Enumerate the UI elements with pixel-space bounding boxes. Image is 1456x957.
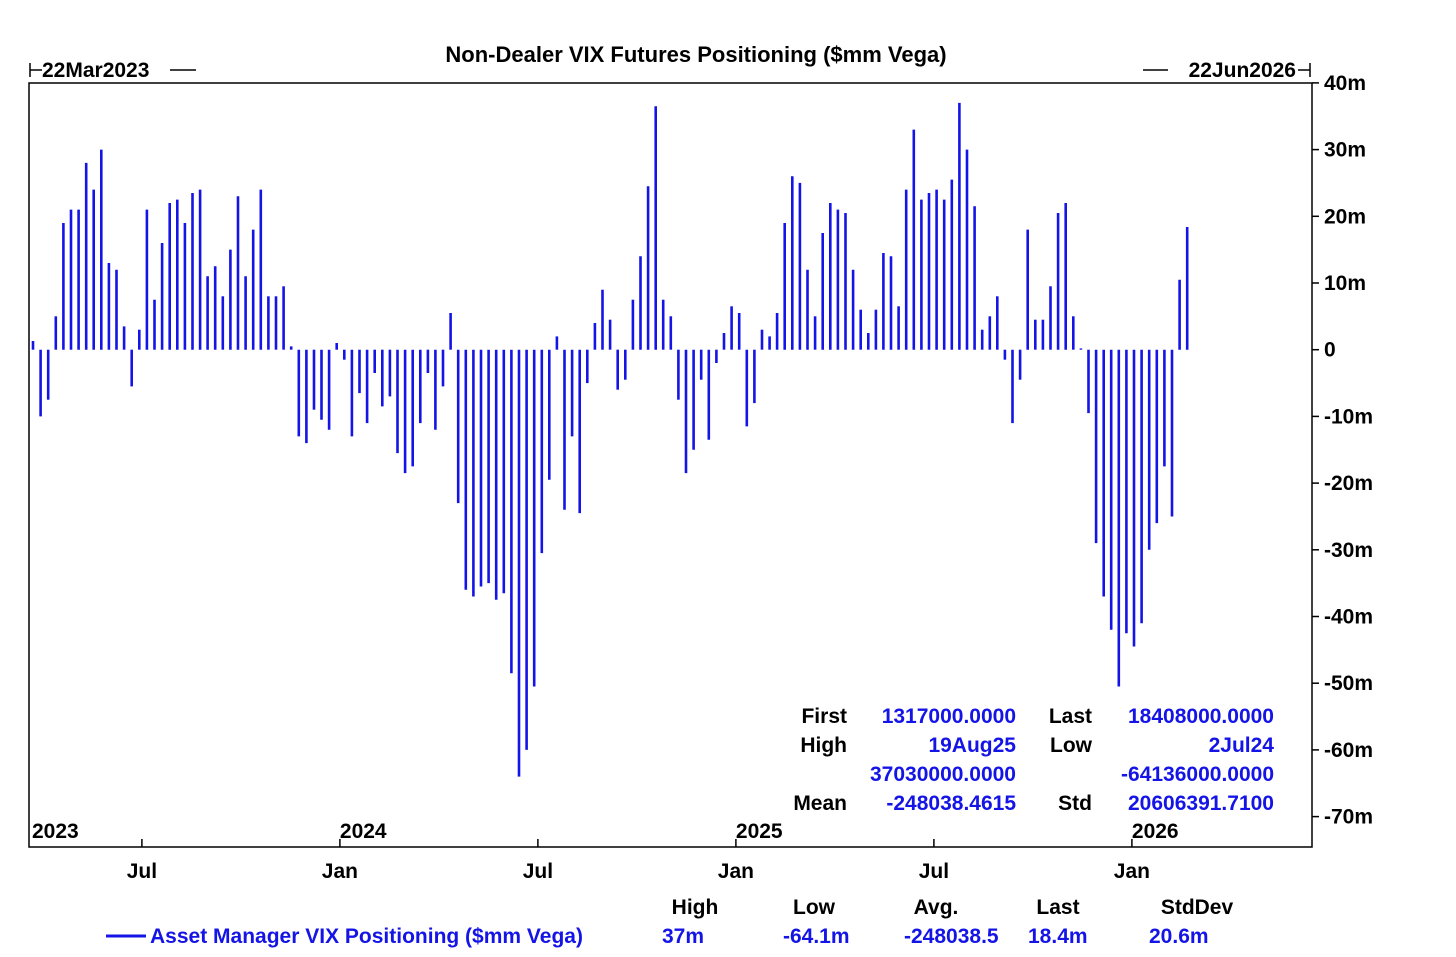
stats-low-label: Low xyxy=(1050,734,1093,757)
stats-first-value: 1317000.0000 xyxy=(882,705,1016,728)
end-date-label: 22Jun2026 xyxy=(1189,59,1296,82)
x-tick-label: Jan xyxy=(1114,860,1150,883)
x-year-label: 2026 xyxy=(1132,820,1179,843)
y-tick-label: -40m xyxy=(1324,606,1373,629)
x-tick-label: Jan xyxy=(718,860,754,883)
y-tick-label: -10m xyxy=(1324,405,1373,428)
x-axis: Jul Jan Jul Jan Jul Jan 2023 2024 2025 2026 xyxy=(32,820,1179,883)
stats-std-label: Std xyxy=(1058,792,1092,815)
legend-header-avg: Avg. xyxy=(914,896,959,919)
y-axis: 40m 30m 20m 10m 0 -10m -20m -30m -40m -50m -60m -70… xyxy=(1312,72,1373,829)
y-tick-label: -50m xyxy=(1324,672,1373,695)
stats-std-value: 20606391.7100 xyxy=(1128,792,1274,815)
legend-value-high: 37m xyxy=(662,925,704,948)
legend-series-name: Asset Manager VIX Positioning ($mm Vega) xyxy=(150,925,583,948)
start-date-marker xyxy=(29,63,196,77)
x-tick-label: Jul xyxy=(919,860,949,883)
stats-high-label: High xyxy=(800,734,847,757)
stats-low-value: -64136000.0000 xyxy=(1121,763,1274,786)
end-date-marker xyxy=(1143,63,1311,77)
y-tick-label: -60m xyxy=(1324,739,1373,762)
stats-high-value: 37030000.0000 xyxy=(870,763,1016,786)
stats-last-value: 18408000.0000 xyxy=(1128,705,1274,728)
y-tick-label: 0 xyxy=(1324,339,1336,362)
y-tick-label: -20m xyxy=(1324,472,1373,495)
x-year-label: 2023 xyxy=(32,820,79,843)
stats-first-label: First xyxy=(801,705,847,728)
stats-mean-value: -248038.4615 xyxy=(886,792,1016,815)
legend-value-std: 20.6m xyxy=(1149,925,1209,948)
x-tick-label: Jul xyxy=(523,860,553,883)
legend: High Low Avg. Last StdDev Asset Manager … xyxy=(106,896,1233,948)
chart-title: Non-Dealer VIX Futures Positioning ($mm … xyxy=(445,42,946,67)
y-tick-label: 20m xyxy=(1324,205,1366,228)
x-year-label: 2024 xyxy=(340,820,387,843)
y-tick-label: 10m xyxy=(1324,272,1366,295)
stats-high-date: 19Aug25 xyxy=(928,734,1016,757)
legend-header-low: Low xyxy=(793,896,836,919)
y-tick-label: 30m xyxy=(1324,139,1366,162)
stats-low-date: 2Jul24 xyxy=(1209,734,1275,757)
stats-last-label: Last xyxy=(1049,705,1092,728)
plot-frame xyxy=(28,82,1313,848)
legend-header-high: High xyxy=(672,896,719,919)
x-tick-label: Jul xyxy=(127,860,157,883)
legend-value-low: -64.1m xyxy=(783,925,850,948)
stats-box: First 1317000.0000 Last 18408000.0000 Hi… xyxy=(793,705,1274,815)
stats-mean-label: Mean xyxy=(793,792,847,815)
legend-header-last: Last xyxy=(1036,896,1079,919)
start-date-label: 22Mar2023 xyxy=(42,59,149,82)
x-tick-label: Jan xyxy=(322,860,358,883)
x-year-label: 2025 xyxy=(736,820,783,843)
y-tick-label: -30m xyxy=(1324,539,1373,562)
bar-series xyxy=(31,102,1189,777)
y-tick-label: 40m xyxy=(1324,72,1366,95)
legend-header-std: StdDev xyxy=(1161,896,1234,919)
y-tick-label: -70m xyxy=(1324,806,1373,829)
legend-value-avg: -248038.5 xyxy=(904,925,999,948)
legend-value-last: 18.4m xyxy=(1028,925,1088,948)
